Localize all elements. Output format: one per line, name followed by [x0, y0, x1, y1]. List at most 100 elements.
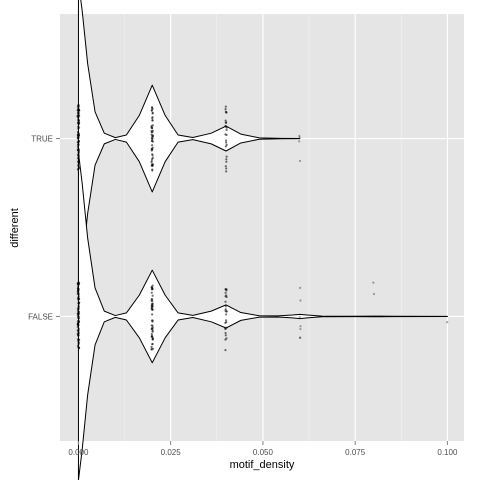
data-point — [224, 305, 227, 308]
data-point — [298, 136, 301, 139]
data-point — [76, 130, 79, 134]
data-point — [150, 136, 153, 139]
data-point — [77, 287, 80, 291]
data-point — [150, 139, 154, 143]
data-point — [225, 126, 228, 129]
data-point — [77, 121, 80, 124]
data-point — [225, 170, 228, 173]
data-point — [77, 293, 80, 296]
data-point — [151, 163, 154, 166]
data-point — [77, 112, 80, 115]
data-point — [225, 128, 228, 131]
data-point — [77, 166, 81, 169]
data-point — [225, 158, 228, 161]
data-point — [77, 143, 80, 146]
y-axis-title: different — [9, 208, 21, 248]
data-point — [225, 310, 228, 313]
data-point — [225, 121, 228, 124]
data-point — [151, 119, 154, 122]
data-points — [76, 104, 449, 352]
x-tick-label: 0.075 — [345, 448, 366, 457]
data-point — [76, 322, 80, 326]
violins — [77, 0, 448, 480]
data-point — [224, 110, 227, 113]
data-point — [224, 348, 227, 352]
data-point — [299, 336, 302, 340]
data-point — [224, 145, 227, 148]
violin-true — [77, 0, 301, 296]
data-point — [77, 133, 80, 136]
data-point — [224, 295, 227, 298]
data-point — [77, 154, 80, 157]
data-point — [151, 134, 154, 137]
data-point — [225, 326, 228, 329]
data-point — [446, 321, 449, 324]
data-point — [77, 304, 80, 308]
data-point — [151, 168, 154, 171]
data-point — [151, 338, 154, 341]
data-point — [150, 106, 154, 109]
violin-false — [77, 152, 448, 480]
data-point — [151, 129, 154, 132]
data-point — [151, 330, 154, 333]
data-point — [224, 139, 228, 142]
data-point — [151, 294, 154, 297]
data-point — [77, 164, 80, 167]
data-point — [76, 157, 80, 160]
plot-panel — [60, 14, 464, 441]
data-point — [77, 341, 80, 344]
data-point — [151, 116, 154, 119]
data-point — [77, 148, 81, 151]
x-axis-title: motif_density — [230, 459, 295, 471]
y-tick-label: TRUE — [31, 135, 53, 144]
data-point — [151, 308, 154, 311]
data-point — [225, 141, 228, 144]
data-point — [299, 299, 302, 302]
y-tick-label: FALSE — [28, 312, 53, 321]
data-point — [224, 319, 228, 322]
data-point — [77, 295, 80, 298]
data-point — [224, 291, 227, 294]
data-point — [151, 324, 154, 327]
data-point — [77, 342, 80, 346]
data-point — [78, 301, 81, 304]
data-point — [298, 159, 302, 163]
data-point — [151, 305, 154, 308]
data-point — [76, 297, 80, 300]
x-tick-label: 0.000 — [68, 448, 89, 457]
data-point — [151, 112, 154, 115]
data-point — [151, 153, 154, 156]
data-point — [225, 160, 228, 163]
data-point — [77, 135, 80, 139]
data-point — [77, 310, 80, 313]
data-point — [150, 291, 153, 294]
data-point — [150, 288, 153, 291]
data-point — [77, 332, 81, 335]
data-point — [77, 126, 81, 129]
data-point — [150, 332, 153, 336]
data-point — [77, 320, 80, 324]
data-point — [224, 133, 227, 136]
data-point — [76, 160, 80, 163]
data-point — [151, 107, 154, 110]
data-point — [298, 316, 301, 319]
data-point — [151, 342, 154, 346]
data-point — [299, 327, 302, 331]
data-point — [76, 329, 79, 332]
data-point — [76, 325, 79, 328]
data-point — [298, 134, 301, 137]
data-point — [151, 157, 154, 161]
data-point — [76, 338, 79, 341]
data-point — [225, 155, 228, 158]
data-point — [77, 315, 80, 318]
data-point — [372, 281, 375, 284]
data-point — [224, 105, 227, 108]
data-point — [224, 119, 227, 122]
data-point — [77, 116, 80, 119]
data-point — [225, 167, 228, 170]
data-point — [298, 336, 302, 339]
data-point — [76, 307, 79, 310]
data-point — [150, 328, 153, 331]
x-tick-label: 0.100 — [437, 448, 458, 457]
data-point — [77, 298, 80, 301]
